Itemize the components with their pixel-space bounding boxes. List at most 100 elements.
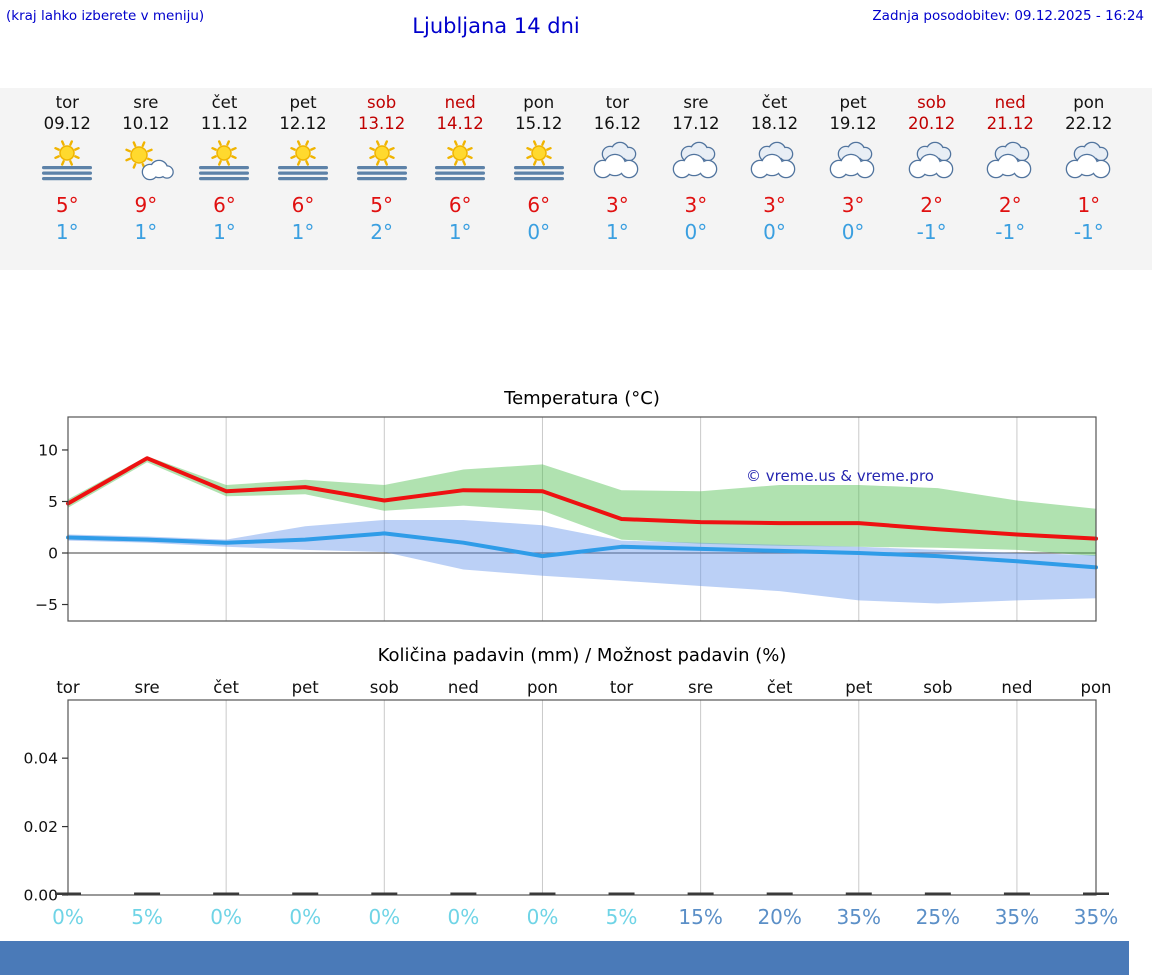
forecast-day: tor 09.12 5° 1° <box>28 92 107 270</box>
day-date: 22.12 <box>1065 114 1113 133</box>
precip-bar <box>845 892 872 895</box>
precip-day-label: sre <box>134 678 159 697</box>
high-temp: 6° <box>448 193 472 217</box>
precip-chart-title: Količina padavin (mm) / Možnost padavin … <box>377 645 787 666</box>
sun-fog-icon <box>511 140 567 186</box>
watermark: © vreme.us & vreme.pro <box>746 467 934 485</box>
menu-hint: (kraj lahko izberete v meniju) <box>6 8 205 24</box>
cloudy-icon <box>904 140 960 186</box>
day-name: sob <box>367 93 397 112</box>
forecast-day: sre 17.12 3° 0° <box>657 92 736 270</box>
low-temp: 1° <box>55 220 79 244</box>
precip-bar <box>608 892 635 895</box>
precip-day-label: tor <box>610 678 634 697</box>
precip-day-label: čet <box>767 678 793 697</box>
precip-day-label: sre <box>688 678 713 697</box>
day-date: 09.12 <box>43 114 91 133</box>
temperature-chart: −5 0 5 10 <box>35 416 1098 622</box>
high-temp: 2° <box>998 193 1022 217</box>
precip-day-label: čet <box>213 678 239 697</box>
day-name: sre <box>133 93 159 112</box>
low-temp: 1° <box>605 220 629 244</box>
day-name: čet <box>761 93 788 112</box>
precip-day-label: pet <box>292 678 320 697</box>
precip-percent-label: 0% <box>52 905 84 929</box>
low-temp: 0° <box>684 220 708 244</box>
forecast-day: tor 16.12 3° 1° <box>578 92 657 270</box>
precip-percent-label: 0% <box>448 905 480 929</box>
precipitation-chart: tor sre čet pet sob ned pon tor sre čet pet sob ned p… <box>23 678 1118 929</box>
cloudy-icon <box>825 140 881 186</box>
sun-fog-icon <box>39 140 95 186</box>
low-temp: -1° <box>916 220 947 244</box>
y-tick-label: 0.04 <box>23 750 58 768</box>
low-temp: 0° <box>841 220 865 244</box>
precip-day-label: ned <box>1001 678 1032 697</box>
day-name: sob <box>917 93 947 112</box>
precip-day-label: sob <box>370 678 399 697</box>
forecast-day: sob 20.12 2° -1° <box>892 92 971 270</box>
precip-day-label: pon <box>527 678 558 697</box>
precip-bar <box>687 892 714 895</box>
precip-bar <box>134 892 161 895</box>
high-temp: 2° <box>920 193 944 217</box>
low-temp: 0° <box>763 220 786 244</box>
cloudy-icon <box>1061 140 1117 186</box>
precip-bar <box>213 892 240 895</box>
min-temp-range-band <box>68 520 1096 604</box>
precip-day-label: tor <box>56 678 80 697</box>
y-tick-label: 5 <box>48 493 58 511</box>
precip-bar <box>924 892 951 895</box>
day-date: 15.12 <box>515 114 563 133</box>
cloudy-icon <box>746 140 802 186</box>
day-date: 21.12 <box>986 114 1034 133</box>
day-date: 13.12 <box>357 114 406 133</box>
precip-bar <box>292 892 319 895</box>
precip-bar <box>55 892 81 895</box>
cloudy-icon <box>982 140 1038 186</box>
precip-percent-label: 35% <box>837 905 881 929</box>
low-temp: 1° <box>448 220 472 244</box>
temperature-chart-title: Temperatura (°C) <box>504 388 660 409</box>
day-date: 19.12 <box>829 114 877 133</box>
plot-border <box>67 416 1097 622</box>
sun-cloud-icon <box>118 140 174 186</box>
max-temp-line <box>66 456 1098 541</box>
low-temp: -1° <box>995 220 1026 244</box>
cloudy-icon <box>589 140 645 186</box>
y-tick-label: 0 <box>48 545 58 563</box>
forecast-day: pet 19.12 3° 0° <box>814 92 893 270</box>
sun-fog-icon <box>196 140 252 186</box>
precip-percent-label: 35% <box>995 905 1039 929</box>
high-temp: 3° <box>763 193 786 217</box>
forecast-day: ned 14.12 6° 1° <box>421 92 500 270</box>
forecast-day: čet 18.12 3° 0° <box>735 92 814 270</box>
forecast-day: čet 11.12 6° 1° <box>185 92 264 270</box>
forecast-day: pon 22.12 1° -1° <box>1050 92 1129 270</box>
low-temp: 2° <box>370 220 393 244</box>
day-name: ned <box>444 93 476 112</box>
precip-bar <box>371 892 398 895</box>
precip-bar <box>766 892 793 895</box>
precip-percent-label: 25% <box>916 905 960 929</box>
day-date: 18.12 <box>750 114 799 133</box>
forecast-strip: tor 09.12 5° 1° sre 10.12 9° 1° čet 11.12 6° 1° pet 1… <box>0 88 1152 270</box>
forecast-day: ned 21.12 2° -1° <box>971 92 1050 270</box>
precip-percent-label: 0% <box>527 905 559 929</box>
high-temp: 9° <box>134 193 158 217</box>
day-name: pon <box>523 93 555 112</box>
day-date: 12.12 <box>279 114 327 133</box>
day-name: ned <box>994 93 1026 112</box>
min-temp-line <box>66 531 1098 570</box>
precip-percent-label: 5% <box>606 905 638 929</box>
y-tick-label: −5 <box>35 596 58 614</box>
day-date: 17.12 <box>672 114 720 133</box>
precip-day-label: pon <box>1080 678 1111 697</box>
high-temp: 3° <box>605 193 629 217</box>
precip-percent-label: 15% <box>678 905 722 929</box>
precip-bar <box>450 892 477 895</box>
precip-day-label: sob <box>923 678 952 697</box>
precip-percent-label: 0% <box>368 905 400 929</box>
high-temp: 3° <box>841 193 865 217</box>
day-name: pet <box>289 93 317 112</box>
